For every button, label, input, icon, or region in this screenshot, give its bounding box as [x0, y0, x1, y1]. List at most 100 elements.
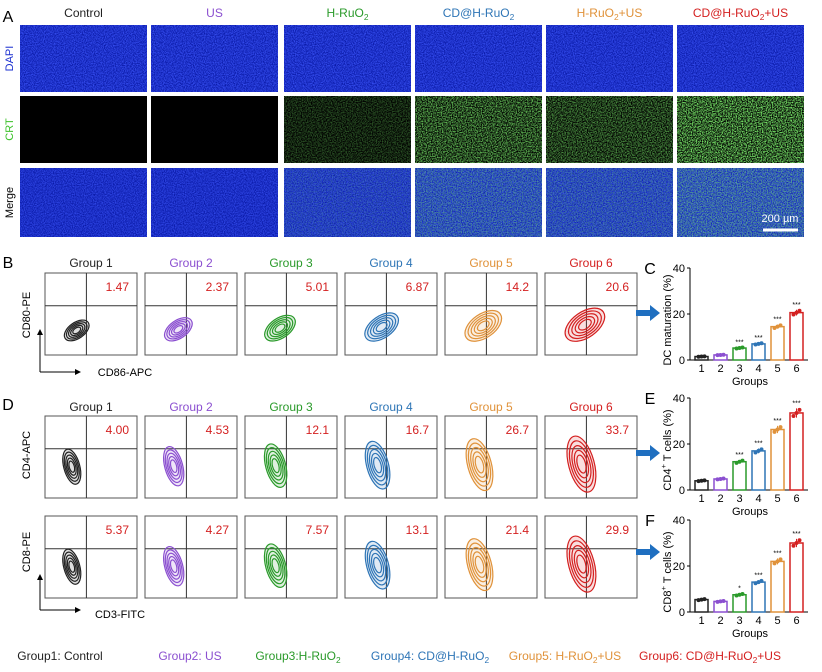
group-label: Group 4 [369, 256, 413, 270]
row-label: DAPI [4, 46, 16, 72]
group-label: Group 6 [569, 400, 613, 414]
data-point [740, 345, 745, 350]
contour [263, 543, 288, 588]
bar [789, 311, 804, 361]
x-tick-label: 5 [774, 363, 780, 375]
data-point [797, 407, 802, 412]
contour [571, 445, 592, 484]
quadrant-value: 12.1 [306, 423, 330, 437]
cd4-cd3-plot [144, 415, 238, 499]
y-tick-label: 0 [679, 485, 685, 497]
x-axis-label: Groups [732, 628, 769, 640]
y-tick-label: 20 [673, 439, 685, 451]
x-tick-label: 6 [793, 363, 799, 375]
data-point [715, 477, 720, 482]
contour [63, 551, 80, 582]
contour [67, 323, 86, 338]
y-axis-label: DC maturation (%) [662, 274, 674, 365]
quadrant-value: 33.7 [606, 423, 630, 437]
x-tick-label: 6 [793, 493, 799, 505]
cd80-cd86-plot [444, 272, 538, 356]
legend-item: Group1: Control [17, 649, 102, 663]
contour [470, 446, 489, 483]
quadrant-value: 26.7 [506, 423, 530, 437]
contour [568, 440, 595, 488]
column-label: US [206, 6, 223, 20]
bar [732, 460, 747, 491]
contour [169, 459, 178, 474]
data-point [696, 479, 701, 484]
x-axis-label: Groups [732, 376, 769, 388]
cd80-cd86-plot [44, 272, 138, 356]
dapi-texture [20, 25, 147, 92]
contour [467, 442, 492, 487]
cd4-cd3-plot [244, 415, 338, 499]
contour [274, 323, 286, 333]
contour [574, 315, 596, 334]
significance-marker: *** [773, 418, 781, 425]
arrow-icon [636, 544, 660, 560]
contour [571, 545, 592, 584]
cd8-cd3-plot [344, 515, 438, 599]
data-point [718, 476, 723, 481]
data-point [699, 597, 704, 602]
contour [63, 319, 90, 342]
figure-layer: A Control US H-RuO2 CD@H-RuO2 H-RuO2+US CD@H-R… [2, 6, 808, 665]
quadrant-value: 1.47 [106, 280, 130, 294]
bar [751, 343, 766, 361]
y-tick-label: 40 [673, 393, 685, 405]
column-label: CD@H-RuO2 [443, 6, 515, 22]
data-point [715, 599, 720, 604]
contour [168, 555, 180, 577]
contour [473, 317, 493, 334]
dapi-texture [151, 25, 278, 92]
merge-texture-green [284, 168, 411, 237]
y-tick-label: 0 [679, 355, 685, 367]
contour [163, 317, 193, 342]
data-point [734, 346, 739, 351]
significance-marker: *** [754, 441, 762, 448]
contour [267, 450, 284, 481]
x-tick-label: 5 [774, 615, 780, 627]
merge-texture-green [677, 168, 804, 237]
cd8-cd3-plot [244, 515, 338, 599]
bar [789, 412, 804, 491]
scale-bar-label: 200 µm [762, 213, 799, 225]
contour [370, 452, 385, 478]
quadrant-value: 2.37 [206, 280, 230, 294]
data-point [740, 592, 745, 597]
x-tick-label: 1 [698, 363, 704, 375]
quadrant-value: 16.7 [406, 423, 430, 437]
group-label: Group 4 [369, 400, 413, 414]
contour [364, 540, 391, 590]
contour [474, 555, 485, 574]
contour [571, 313, 599, 337]
contour [576, 454, 587, 474]
data-point [702, 597, 707, 602]
panel-label-b: B [3, 255, 14, 272]
row-label: CRT [4, 118, 16, 141]
crt-texture [546, 96, 673, 163]
x-tick-label: 4 [755, 615, 761, 627]
dapi-texture [677, 25, 804, 92]
x-axis-label: CD3-FITC [95, 609, 145, 621]
data-point [794, 410, 799, 415]
contour [370, 552, 385, 578]
contour [366, 444, 389, 486]
contour [271, 321, 289, 336]
contour [367, 314, 397, 340]
contour [573, 449, 590, 479]
contour [173, 324, 184, 334]
data-point [756, 448, 761, 453]
bar [789, 542, 804, 613]
panel-label: F [645, 513, 655, 530]
contour [68, 460, 76, 473]
data-point [737, 346, 742, 351]
merge-texture-blue [20, 168, 147, 237]
y-axis-label: CD8-PE [21, 532, 33, 572]
crt-texture [415, 96, 542, 163]
contour [269, 454, 282, 477]
data-point [759, 447, 764, 452]
cd4-cd3-plot [344, 415, 438, 499]
